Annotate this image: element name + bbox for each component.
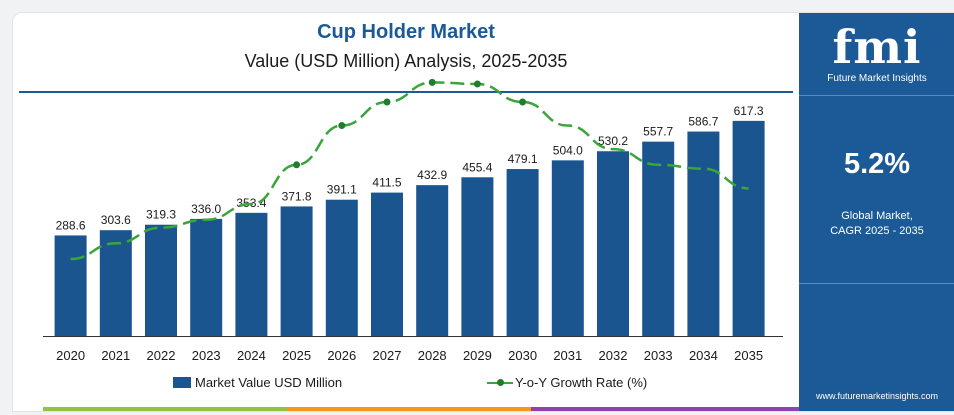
bar-data-label: 432.9 bbox=[417, 168, 447, 182]
bar bbox=[371, 192, 403, 336]
x-tick-label: 2020 bbox=[56, 348, 85, 363]
x-tick-label: 2032 bbox=[599, 348, 628, 363]
cagr-label: Global Market, CAGR 2025 - 2035 bbox=[799, 209, 954, 239]
growth-rate-line bbox=[70, 81, 749, 261]
x-tick-label: 2024 bbox=[237, 348, 266, 363]
bar-data-label: 479.1 bbox=[508, 152, 538, 166]
bar bbox=[325, 199, 358, 336]
growth-rate-point bbox=[519, 98, 527, 106]
fmi-logo: fmi bbox=[832, 20, 922, 74]
bar bbox=[597, 151, 629, 336]
bar-data-label: 303.6 bbox=[101, 213, 131, 227]
chart-plot: 288.62020303.62021319.32022336.02023353.… bbox=[43, 78, 783, 363]
bar bbox=[551, 160, 584, 336]
growth-rate-point bbox=[428, 78, 436, 86]
x-tick-label: 2030 bbox=[508, 348, 537, 363]
bar bbox=[416, 185, 449, 336]
accent-bar-green bbox=[43, 407, 287, 411]
website-url: www.futuremarketinsights.com bbox=[815, 391, 939, 401]
bar-data-label: 336.0 bbox=[191, 202, 221, 216]
x-tick-label: 2023 bbox=[192, 348, 221, 363]
bar-data-label: 371.8 bbox=[282, 189, 312, 203]
x-tick-label: 2028 bbox=[418, 348, 447, 363]
legend-line: Y-o-Y Growth Rate (%) bbox=[487, 375, 647, 390]
cagr-label-line-2: CAGR 2025 - 2035 bbox=[830, 225, 924, 237]
cagr-label-line-1: Global Market, bbox=[841, 210, 913, 222]
chart-subtitle: Value (USD Million) Analysis, 2025-2035 bbox=[244, 51, 568, 71]
legend-bar: Market Value USD Million bbox=[173, 375, 342, 390]
bar bbox=[642, 141, 675, 336]
sidebar-divider-bottom bbox=[799, 283, 954, 284]
bar-data-label: 288.6 bbox=[56, 218, 86, 232]
bar-data-label: 586.7 bbox=[688, 115, 718, 129]
bar bbox=[235, 212, 268, 336]
bar bbox=[54, 235, 87, 336]
chart-title: Cup Holder Market bbox=[317, 21, 495, 43]
legend-bar-swatch bbox=[173, 377, 191, 388]
bar bbox=[280, 206, 313, 336]
sidebar-divider-top bbox=[799, 95, 954, 96]
bar-data-label: 557.7 bbox=[643, 125, 673, 139]
growth-rate-point bbox=[383, 98, 391, 106]
legend-line-swatch bbox=[487, 377, 513, 389]
bar bbox=[687, 131, 720, 336]
bar bbox=[506, 169, 539, 336]
x-tick-label: 2022 bbox=[147, 348, 176, 363]
bar bbox=[99, 230, 132, 336]
x-tick-label: 2035 bbox=[734, 348, 763, 363]
x-tick-label: 2026 bbox=[327, 348, 356, 363]
sidebar-panel: fmi Future Market Insights 5.2% Global M… bbox=[799, 13, 954, 411]
logo-subtitle: Future Market Insights bbox=[827, 73, 927, 84]
growth-rate-point bbox=[338, 122, 346, 130]
bar-data-label: 319.3 bbox=[146, 208, 176, 222]
x-tick-label: 2027 bbox=[373, 348, 402, 363]
x-tick-label: 2029 bbox=[463, 348, 492, 363]
bar bbox=[190, 218, 223, 336]
bar-data-label: 530.2 bbox=[598, 134, 628, 148]
growth-rate-point bbox=[293, 161, 301, 169]
x-tick-label: 2021 bbox=[101, 348, 130, 363]
title-divider bbox=[19, 91, 793, 93]
x-tick-label: 2033 bbox=[644, 348, 673, 363]
growth-rate-point bbox=[473, 80, 481, 88]
x-tick-label: 2031 bbox=[553, 348, 582, 363]
cagr-value: 5.2% bbox=[843, 148, 911, 180]
x-tick-label: 2025 bbox=[282, 348, 311, 363]
bar-data-label: 504.0 bbox=[553, 143, 583, 157]
bar-data-label: 617.3 bbox=[734, 104, 764, 118]
bar-data-label: 455.4 bbox=[462, 160, 492, 174]
bar-data-label: 411.5 bbox=[372, 176, 401, 190]
legend-bar-label: Market Value USD Million bbox=[195, 375, 343, 390]
accent-bar-orange bbox=[287, 407, 531, 411]
bar bbox=[461, 177, 494, 336]
x-tick-label: 2034 bbox=[689, 348, 718, 363]
bar bbox=[145, 224, 177, 336]
bar bbox=[732, 120, 765, 337]
bar-data-label: 391.1 bbox=[327, 183, 357, 197]
chart-card: Cup Holder Market Value (USD Million) An… bbox=[12, 12, 954, 412]
legend-line-label: Y-o-Y Growth Rate (%) bbox=[515, 375, 648, 390]
accent-bar-purple bbox=[531, 407, 799, 411]
